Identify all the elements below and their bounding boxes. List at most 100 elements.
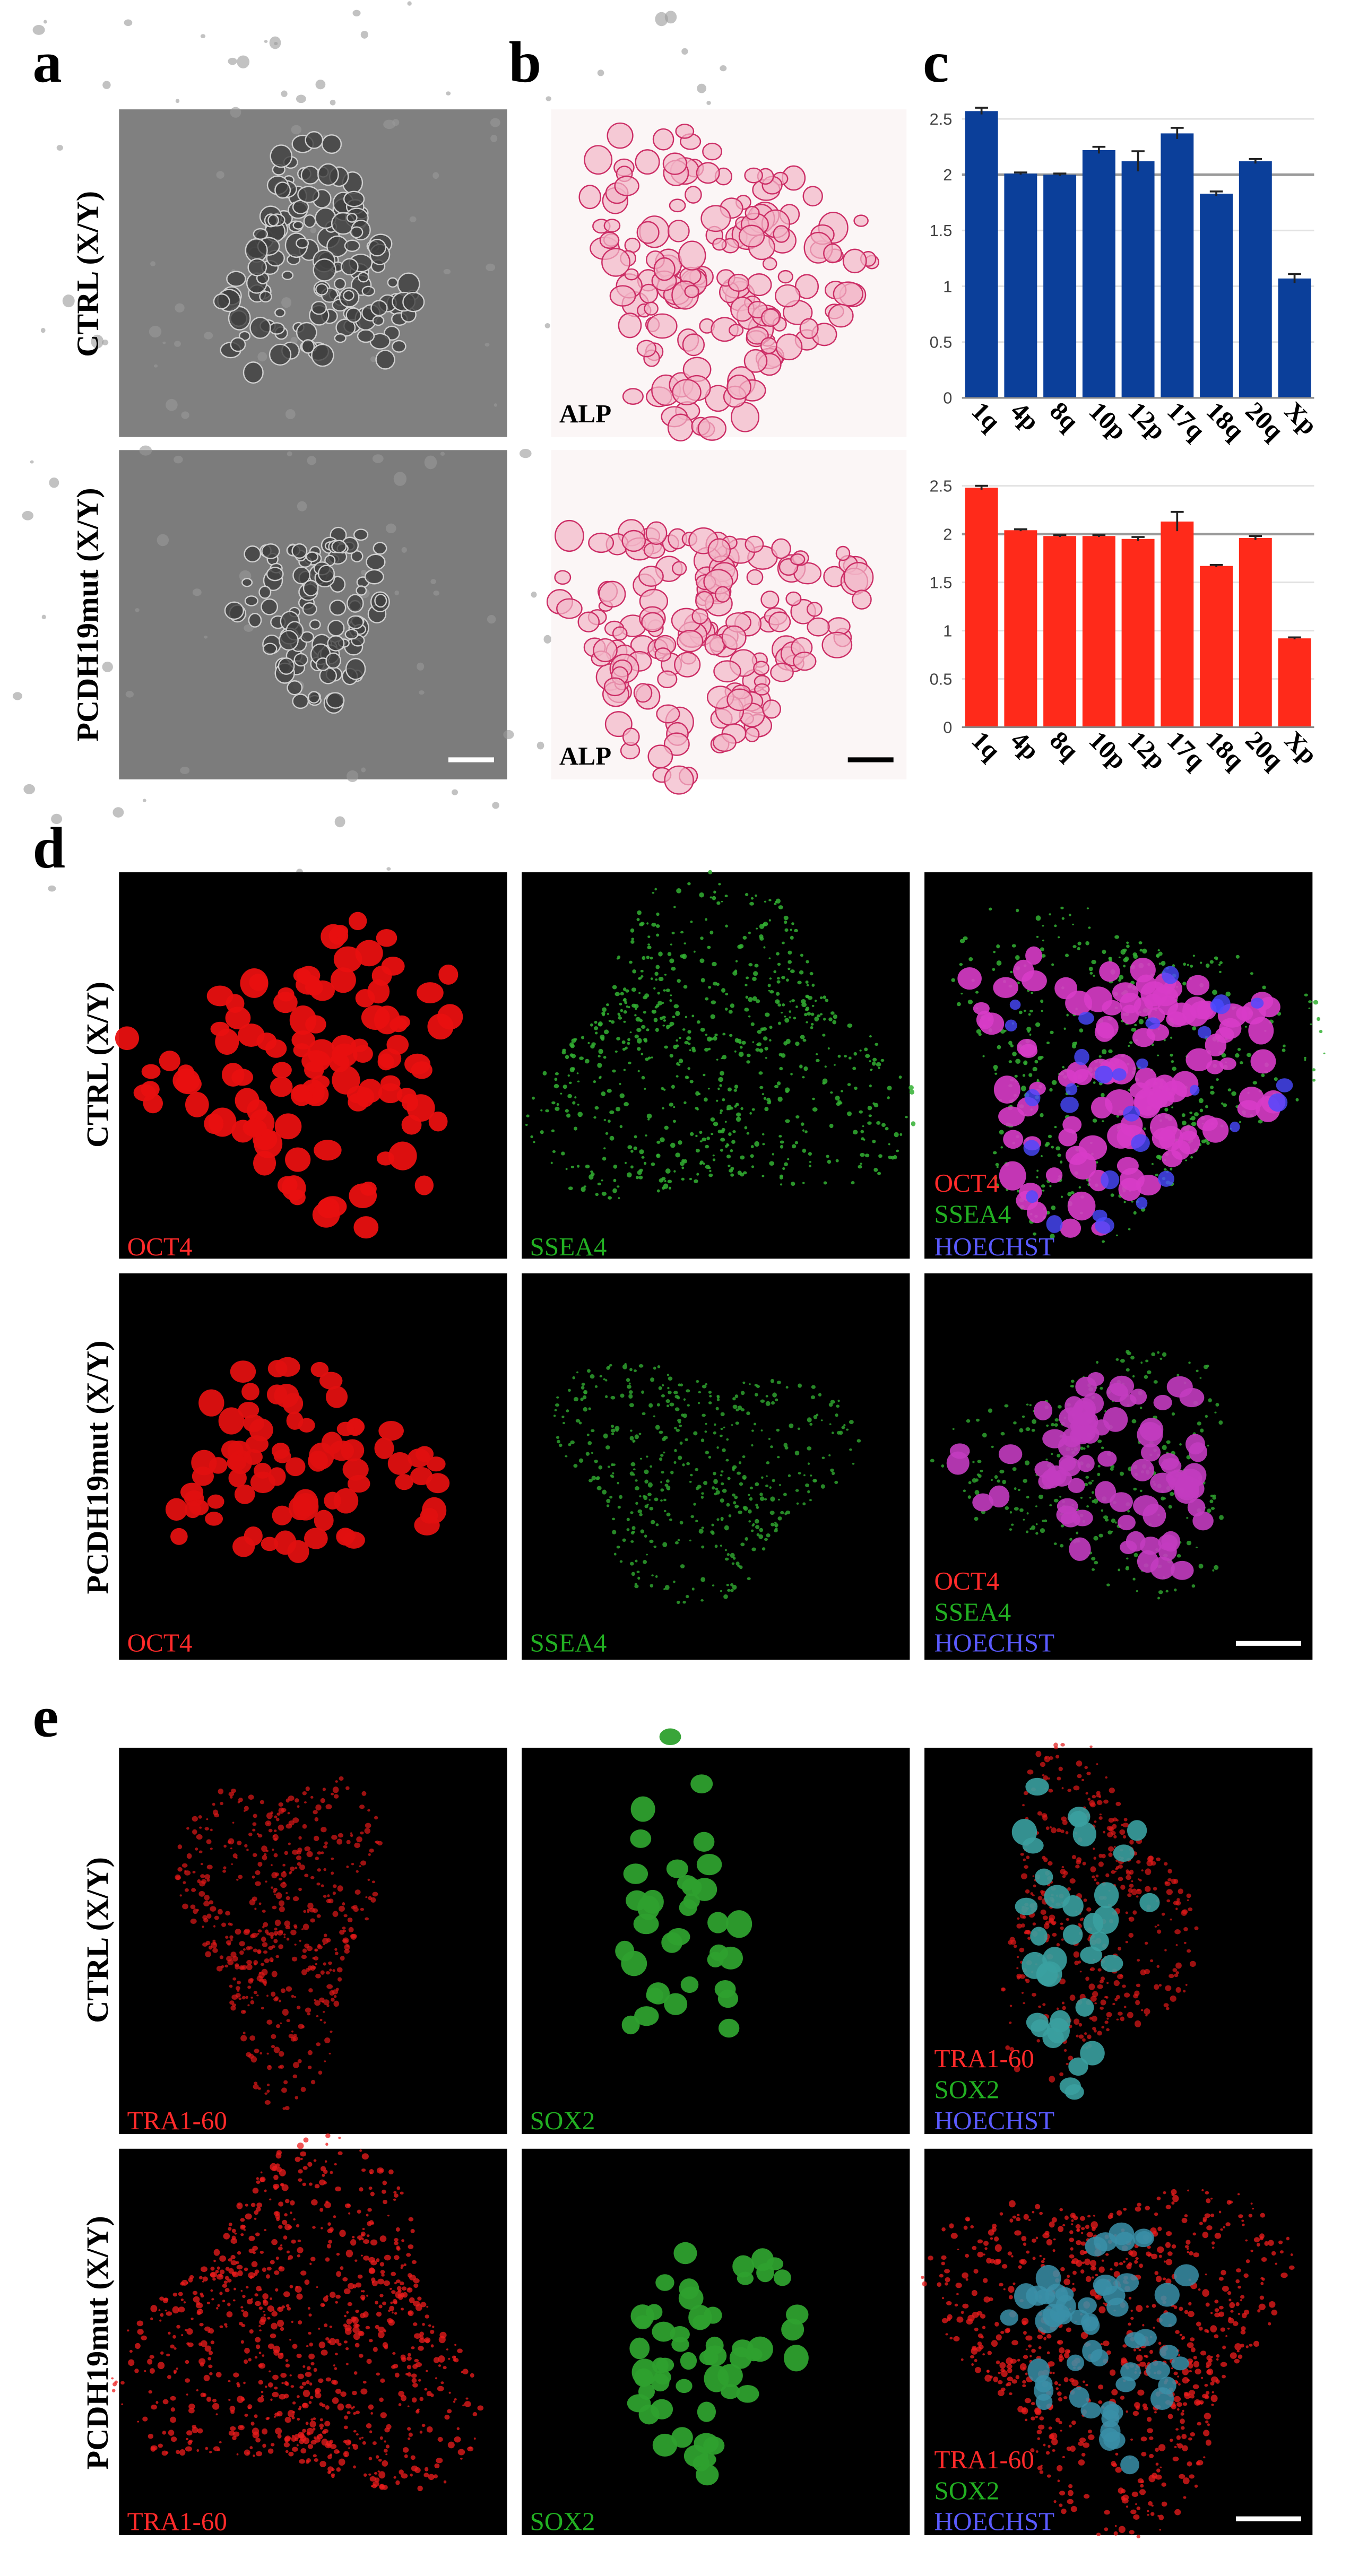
cell xyxy=(646,1028,650,1031)
cell xyxy=(296,94,306,103)
cell xyxy=(275,2163,280,2168)
cell xyxy=(777,1456,780,1459)
cell xyxy=(775,898,781,904)
cell xyxy=(805,981,809,984)
cell xyxy=(206,2301,211,2304)
cell xyxy=(165,1498,188,1521)
cell xyxy=(241,1996,246,2000)
cell xyxy=(419,2397,424,2401)
cell xyxy=(647,1482,653,1488)
cell xyxy=(291,543,308,559)
cell xyxy=(727,1589,731,1592)
cell xyxy=(1139,1893,1160,1912)
cell xyxy=(256,1033,277,1051)
cell xyxy=(1176,1554,1181,1558)
cell xyxy=(620,992,624,996)
cell xyxy=(1250,1049,1276,1074)
cell xyxy=(765,1484,769,1487)
cell xyxy=(1113,1846,1116,1848)
cell xyxy=(620,1009,624,1012)
cell xyxy=(722,1055,727,1060)
cell xyxy=(784,1018,790,1023)
cell xyxy=(240,2233,244,2236)
cell xyxy=(305,2007,311,2013)
cell xyxy=(1045,1141,1050,1146)
cell xyxy=(266,567,284,582)
cell xyxy=(993,977,1018,999)
cell xyxy=(350,226,364,238)
cell xyxy=(680,1976,699,1993)
cell xyxy=(1153,1394,1172,1410)
cell xyxy=(847,1111,852,1116)
cell xyxy=(671,561,687,576)
cell xyxy=(1144,1375,1148,1379)
cell xyxy=(655,1028,659,1032)
cell xyxy=(1104,2020,1109,2024)
cell xyxy=(1235,955,1240,959)
cell xyxy=(628,1006,630,1009)
cell xyxy=(1117,2011,1123,2016)
cell xyxy=(1089,1497,1092,1499)
cell xyxy=(976,1029,981,1034)
cell xyxy=(1032,1922,1036,1926)
cell xyxy=(745,892,749,896)
cell xyxy=(292,221,304,230)
cell xyxy=(291,1994,295,1998)
cell xyxy=(368,2473,371,2476)
cell xyxy=(616,957,619,960)
cell xyxy=(266,2417,270,2419)
cell xyxy=(631,938,634,940)
cell xyxy=(308,1988,313,1993)
cell xyxy=(303,214,316,228)
cell xyxy=(832,1432,834,1435)
cell xyxy=(225,1936,229,1939)
cell xyxy=(634,1369,637,1373)
cell xyxy=(966,1419,971,1423)
cell xyxy=(782,1167,785,1170)
cell xyxy=(170,2344,175,2349)
cell xyxy=(1227,1088,1232,1092)
cell xyxy=(348,2212,351,2215)
cell xyxy=(1118,1946,1122,1951)
cell xyxy=(699,1131,703,1134)
cell xyxy=(616,1037,620,1040)
cell xyxy=(247,2406,251,2409)
cell xyxy=(426,2426,433,2433)
cell xyxy=(1081,1779,1085,1782)
cell xyxy=(660,1499,663,1502)
cell xyxy=(781,976,785,979)
cell xyxy=(1040,1762,1046,1767)
cell xyxy=(856,1439,861,1443)
cell xyxy=(359,1805,365,1809)
cell xyxy=(346,2311,349,2314)
cell xyxy=(1186,1517,1189,1519)
cell xyxy=(394,590,400,595)
cell xyxy=(280,2327,284,2331)
cell xyxy=(978,1033,982,1036)
cell xyxy=(663,1019,667,1022)
cell xyxy=(739,1046,743,1049)
cell xyxy=(643,1560,647,1564)
cell xyxy=(1016,1967,1019,1969)
cell xyxy=(670,994,672,996)
cell xyxy=(347,1475,370,1493)
cell xyxy=(1069,1152,1097,1180)
cell xyxy=(313,258,336,282)
cell xyxy=(102,81,111,89)
cell xyxy=(244,2347,250,2354)
cell xyxy=(1190,965,1193,968)
cell xyxy=(115,1026,140,1051)
cell xyxy=(1020,1873,1027,1879)
cell xyxy=(1092,1118,1097,1123)
cell xyxy=(1231,1091,1236,1096)
cell xyxy=(274,1113,302,1140)
cell xyxy=(1089,2017,1093,2020)
cell xyxy=(749,1497,753,1501)
cell xyxy=(1098,1853,1103,1858)
cell xyxy=(1199,1108,1204,1113)
cell xyxy=(256,2180,261,2184)
cell xyxy=(633,1004,639,1009)
cell xyxy=(324,2037,331,2043)
cell xyxy=(720,1109,723,1112)
cell xyxy=(246,1946,250,1950)
